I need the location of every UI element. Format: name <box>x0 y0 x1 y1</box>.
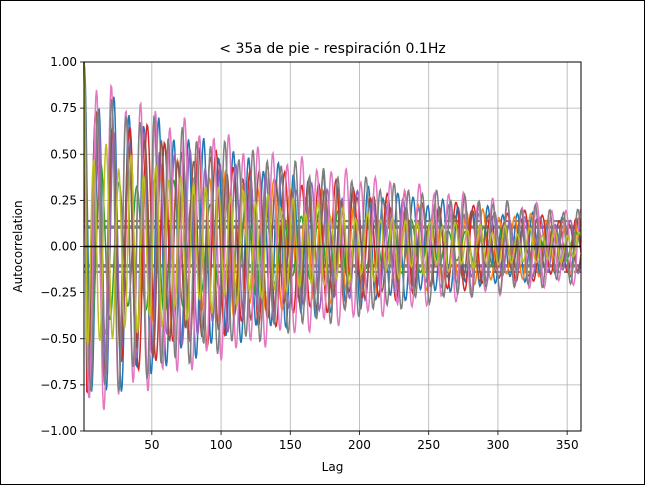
x-axis: 50 100 150 200 250 300 350 <box>144 431 578 452</box>
y-tick-label: 1.00 <box>50 55 77 69</box>
y-axis-label: Autocorrelation <box>11 200 25 292</box>
x-tick-label: 300 <box>486 438 509 452</box>
y-tick-label: −0.25 <box>40 286 77 300</box>
x-axis-label: Lag <box>322 460 344 474</box>
y-tick-label: −0.50 <box>40 332 77 346</box>
x-tick-label: 150 <box>279 438 302 452</box>
y-axis: −1.00 −0.75 −0.50 −0.25 0.00 0.25 0.50 0.75 1.00 <box>40 55 84 438</box>
y-tick-label: −1.00 <box>40 424 77 438</box>
x-tick-label: 100 <box>210 438 233 452</box>
y-tick-label: 0.75 <box>50 101 77 115</box>
y-tick-label: −0.75 <box>40 378 77 392</box>
series-group <box>84 62 581 410</box>
x-tick-label: 50 <box>144 438 159 452</box>
chart-title: < 35a de pie - respiración 0.1Hz <box>219 41 445 57</box>
x-tick-label: 350 <box>556 438 579 452</box>
y-tick-label: 0.25 <box>50 193 77 207</box>
x-tick-label: 200 <box>348 438 371 452</box>
y-tick-label: 0.00 <box>50 240 77 254</box>
y-tick-label: 0.50 <box>50 147 77 161</box>
x-tick-label: 250 <box>417 438 440 452</box>
